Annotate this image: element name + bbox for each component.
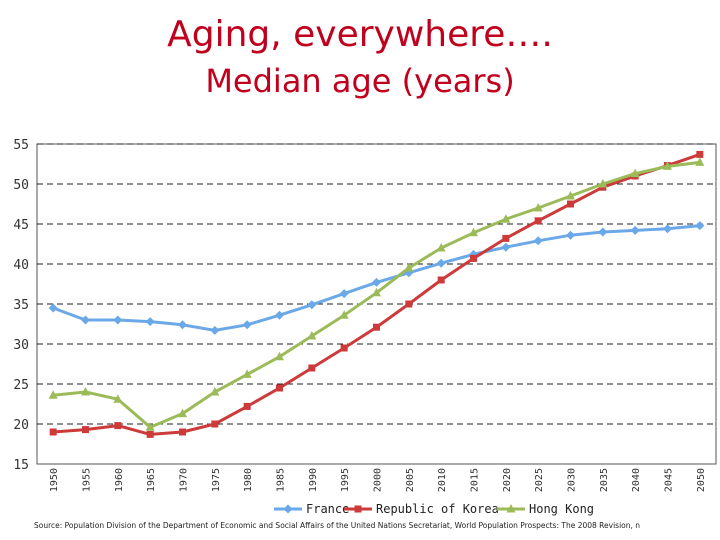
data-point-hong-kong (501, 214, 511, 223)
x-tick-label: 2050 (696, 468, 707, 492)
x-tick-label: 1985 (276, 468, 287, 492)
y-tick-label: 50 (13, 178, 29, 193)
data-point-hong-kong (178, 408, 187, 418)
data-point-france (598, 227, 608, 237)
data-point-republic-of-korea (243, 402, 251, 410)
legend-label-france: France (306, 502, 349, 516)
x-tick-label: 2045 (664, 468, 675, 492)
data-point-france (307, 300, 317, 310)
data-point-france (275, 310, 284, 320)
x-tick-label: 2005 (405, 468, 416, 492)
data-point-republic-of-korea (534, 217, 542, 225)
x-tick-label: 2030 (567, 468, 578, 492)
data-point-hong-kong (404, 263, 414, 272)
data-point-hong-kong (533, 203, 543, 212)
data-point-republic-of-korea (276, 384, 283, 392)
x-tick-label: 2015 (470, 468, 481, 492)
data-point-france (566, 230, 575, 240)
x-tick-label: 1955 (82, 468, 93, 492)
y-tick-label: 20 (13, 418, 29, 433)
data-point-republic-of-korea (502, 234, 510, 242)
data-point-hong-kong (695, 157, 705, 166)
data-point-france (695, 221, 705, 231)
data-point-france (113, 315, 123, 325)
x-tick-label: 1965 (146, 468, 157, 492)
data-point-france (339, 289, 349, 299)
chart-subtitle: Median age (years) (205, 62, 515, 100)
legend-marker-france (283, 504, 293, 514)
data-point-hong-kong (339, 310, 349, 319)
data-point-france (210, 325, 220, 335)
x-tick-label: 2025 (534, 468, 545, 492)
data-point-hong-kong (307, 331, 317, 340)
data-point-france (242, 320, 252, 330)
x-tick-label: 2010 (437, 468, 448, 492)
data-point-hong-kong (81, 387, 90, 396)
data-point-france (81, 315, 90, 325)
x-tick-label: 2000 (373, 468, 384, 492)
data-point-republic-of-korea (49, 428, 57, 436)
data-point-republic-of-korea (470, 254, 477, 262)
data-point-republic-of-korea (567, 200, 574, 208)
x-tick-label: 1990 (308, 468, 319, 492)
data-point-hong-kong (598, 179, 608, 188)
data-point-france (48, 303, 58, 313)
data-point-hong-kong (275, 351, 284, 361)
data-point-hong-kong (372, 287, 381, 297)
legend-label-hong-kong: Hong Kong (529, 502, 594, 516)
data-point-france (436, 258, 446, 268)
data-point-france (372, 277, 381, 287)
data-point-republic-of-korea (437, 276, 445, 284)
data-point-france (533, 236, 543, 246)
data-point-republic-of-korea (146, 430, 154, 438)
legend-label-republic-of-korea: Republic of Korea (376, 502, 499, 516)
data-point-republic-of-korea (211, 420, 219, 428)
legend-marker-republic-of-korea (354, 505, 362, 513)
y-tick-label: 40 (13, 258, 29, 273)
x-tick-label: 2020 (502, 468, 513, 492)
y-tick-label: 30 (13, 338, 29, 353)
y-tick-label: 15 (13, 458, 29, 473)
y-tick-label: 45 (13, 218, 29, 233)
y-tick-label: 35 (13, 298, 29, 313)
x-tick-label: 1980 (243, 468, 254, 492)
data-point-france (178, 320, 187, 330)
data-point-republic-of-korea (373, 323, 380, 331)
data-point-republic-of-korea (179, 428, 186, 436)
data-point-republic-of-korea (82, 426, 89, 434)
y-tick-label: 25 (13, 378, 29, 393)
data-point-hong-kong (436, 243, 446, 252)
x-tick-label: 1970 (179, 468, 190, 492)
x-tick-label: 1960 (114, 468, 125, 492)
x-tick-label: 2040 (631, 468, 642, 492)
data-point-republic-of-korea (340, 344, 348, 352)
data-point-hong-kong (113, 394, 123, 403)
data-point-france (663, 224, 672, 234)
data-point-republic-of-korea (114, 422, 122, 430)
x-tick-label: 1950 (49, 468, 60, 492)
data-point-hong-kong (469, 227, 478, 237)
data-point-republic-of-korea (696, 150, 704, 158)
data-point-hong-kong (630, 168, 640, 178)
chart-title: Aging, everywhere…. (167, 14, 553, 55)
y-tick-label: 55 (13, 138, 29, 153)
data-point-republic-of-korea (308, 364, 316, 372)
data-point-france (145, 317, 155, 327)
x-tick-label: 1995 (340, 468, 351, 492)
legend-marker-hong-kong (506, 504, 516, 513)
data-point-hong-kong (48, 390, 58, 399)
data-point-hong-kong (663, 161, 672, 170)
data-point-france (630, 225, 640, 235)
data-point-republic-of-korea (405, 300, 413, 308)
source-note: Source: Population Division of the Depar… (34, 521, 641, 530)
x-tick-label: 1975 (211, 468, 222, 492)
data-point-hong-kong (145, 422, 155, 431)
data-point-hong-kong (566, 191, 575, 200)
x-tick-label: 2035 (599, 468, 610, 492)
data-point-france (501, 242, 511, 252)
data-point-hong-kong (210, 387, 220, 396)
data-point-hong-kong (242, 369, 252, 378)
